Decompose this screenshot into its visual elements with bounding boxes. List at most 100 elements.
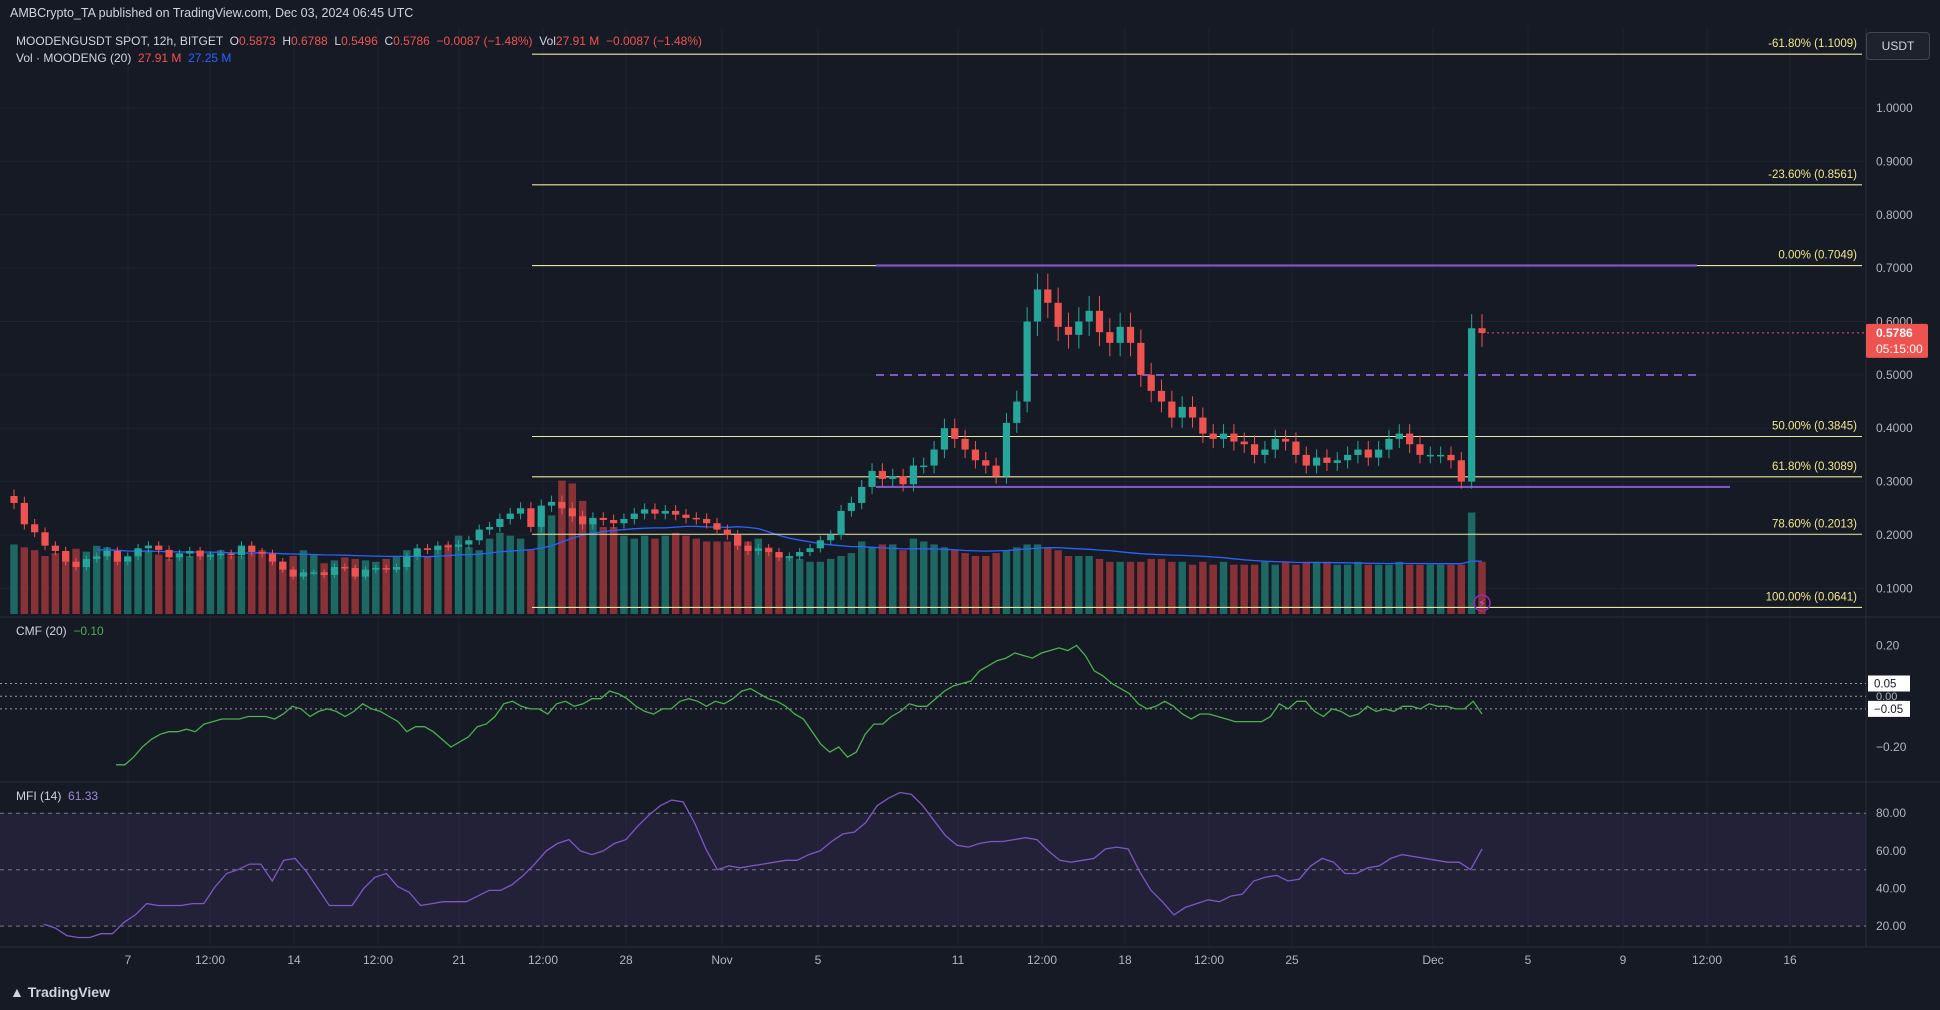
- volume-bar: [1033, 544, 1042, 614]
- candle-body: [723, 529, 731, 535]
- mfi-tick-label: 40.00: [1876, 882, 1906, 896]
- candle-body: [1312, 457, 1321, 466]
- candle-body: [1002, 422, 1011, 477]
- volume-bar: [1199, 561, 1207, 614]
- volume-bar: [1323, 561, 1331, 614]
- volume-bar: [258, 550, 266, 614]
- candle-body: [1281, 438, 1290, 442]
- current-price-tag: [1866, 323, 1928, 358]
- quote-currency-button[interactable]: USDT: [1866, 32, 1930, 60]
- candle-body: [1137, 342, 1145, 375]
- candle-body: [1416, 444, 1424, 455]
- candle-body: [599, 517, 607, 521]
- time-tick-label: 7: [125, 953, 132, 967]
- volume-bar: [961, 553, 969, 614]
- candle-body: [868, 470, 876, 487]
- volume-bar: [475, 550, 483, 614]
- cmf-tick-label: −0.20: [1876, 740, 1907, 754]
- volume-bar: [1302, 561, 1310, 614]
- candle-body: [392, 566, 401, 570]
- current-price-label: 0.5786: [1876, 326, 1913, 340]
- candle-body: [516, 508, 525, 514]
- time-tick-label: 11: [952, 953, 965, 967]
- volume-bar: [1168, 561, 1176, 614]
- tradingview-brand: ▲ TradingView: [10, 984, 110, 1000]
- candle-body: [330, 566, 339, 575]
- volume-bar: [20, 547, 29, 614]
- volume-bar: [1374, 564, 1383, 614]
- volume-bar: [30, 550, 39, 614]
- candle-body: [1199, 417, 1207, 434]
- candle-body: [310, 572, 318, 574]
- candle-body: [1033, 289, 1042, 322]
- candle-body: [847, 502, 855, 511]
- fib-label-2: 0.00% (0.7049): [1778, 250, 1857, 262]
- volume-bar: [465, 547, 473, 614]
- time-tick-label: 12:00: [528, 953, 558, 967]
- candle-body: [1219, 433, 1228, 439]
- volume-bar: [568, 483, 576, 614]
- candle-body: [299, 572, 308, 577]
- volume-bar: [485, 538, 494, 614]
- candle-body: [920, 465, 928, 468]
- time-tick-label: Nov: [711, 953, 732, 967]
- price-tick-label: 0.8000: [1876, 208, 1913, 222]
- candle-body: [672, 510, 680, 515]
- volume-bar: [1075, 556, 1083, 614]
- cmf-title: CMF (20): [16, 624, 67, 638]
- volume-bar: [1333, 564, 1341, 614]
- cmf-level-box-0: [1868, 675, 1910, 692]
- candle-body: [568, 508, 576, 517]
- volume-bar: [1416, 564, 1424, 614]
- volume-bar: [423, 556, 432, 614]
- candle-body: [124, 556, 132, 562]
- time-tick-label: 21: [452, 953, 466, 967]
- volume-bar: [123, 558, 132, 614]
- volume-bar: [1064, 556, 1073, 614]
- candle-body: [434, 545, 442, 550]
- candle-body: [558, 501, 566, 509]
- candle-body: [351, 568, 359, 577]
- volume-bar: [620, 535, 628, 614]
- candle-body: [899, 476, 907, 485]
- volume-bar: [661, 535, 670, 614]
- candle-body: [72, 561, 80, 567]
- candle-body: [1261, 449, 1269, 455]
- countdown-label: 05:15:00: [1876, 342, 1923, 356]
- candle-body: [10, 495, 18, 503]
- candle-body: [1106, 332, 1114, 343]
- volume-bar: [713, 541, 721, 614]
- price-tick-label: 0.9000: [1876, 154, 1913, 168]
- lightning-glyph: ⚡: [1478, 597, 1486, 610]
- volume-bar: [61, 553, 70, 614]
- volume-bar: [1023, 544, 1031, 614]
- symbol-title: MOODENGUSDT SPOT, 12h, BITGET: [16, 34, 223, 48]
- candle-body: [206, 555, 215, 557]
- volume-bar: [330, 560, 339, 614]
- volume-bar: [155, 554, 163, 614]
- volume-bar: [103, 547, 111, 614]
- high-value: 0.6788: [291, 34, 328, 48]
- volume-bar: [1240, 564, 1248, 614]
- candle-body: [341, 566, 349, 569]
- volume-bar: [1106, 561, 1114, 614]
- volume-bar: [558, 480, 566, 614]
- volume-bar: [1188, 564, 1197, 614]
- volume-bar: [889, 544, 897, 614]
- candle-body: [372, 568, 380, 570]
- time-tick-label: 25: [1285, 953, 1299, 967]
- candle-body: [1157, 390, 1166, 402]
- volume-bar: [82, 551, 91, 614]
- time-tick-label: 18: [1118, 953, 1132, 967]
- candle-body: [217, 553, 225, 556]
- candle-body: [1095, 310, 1104, 333]
- candle-body: [961, 438, 969, 450]
- fib-label-6: 100.00% (0.0641): [1766, 591, 1858, 603]
- volume-bar: [1085, 556, 1093, 614]
- time-tick-label: 12:00: [363, 953, 393, 967]
- volume-bar: [1095, 558, 1104, 614]
- volume-bar: [1354, 561, 1362, 614]
- candle-body: [1333, 460, 1341, 463]
- volume-bar: [578, 500, 587, 614]
